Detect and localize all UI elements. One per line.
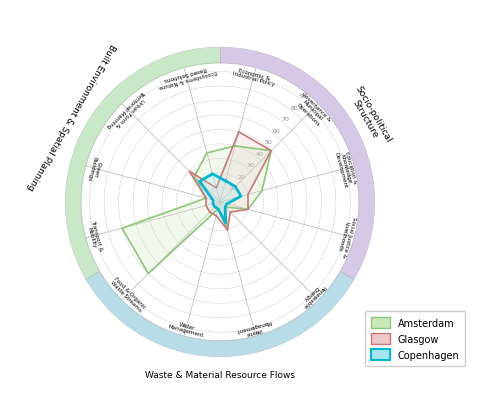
Polygon shape (220, 48, 375, 280)
Text: Socio-political
Structure: Socio-political Structure (346, 84, 394, 149)
Text: Renewable
Energy: Renewable Energy (298, 280, 326, 309)
Text: Transport &
Mobility: Transport & Mobility (85, 219, 103, 253)
Text: Food & Organic
Waste Streams: Food & Organic Waste Streams (109, 276, 146, 313)
Polygon shape (190, 133, 271, 230)
Text: Green
Buildings: Green Buildings (86, 155, 102, 182)
Polygon shape (65, 48, 220, 280)
Text: Waste
Management: Waste Management (235, 318, 273, 338)
Text: Social Justice &
Livelihoods: Social Justice & Livelihoods (336, 214, 356, 258)
Text: Urban Form &
Territorial Planning: Urban Form & Territorial Planning (106, 89, 150, 132)
Text: Governance &
Municipal
Operations: Governance & Municipal Operations (292, 91, 332, 130)
Polygon shape (122, 147, 271, 274)
Text: Water
Management: Water Management (168, 318, 205, 338)
Text: Waste & Material Resource Flows: Waste & Material Resource Flows (145, 370, 295, 379)
Polygon shape (200, 174, 241, 223)
Text: Education &
Knowledge
Development: Education & Knowledge Development (334, 149, 358, 189)
Text: Economic &
Industrial Policy: Economic & Industrial Policy (232, 66, 276, 87)
Text: Built Environment & Spatial Planning: Built Environment & Spatial Planning (25, 42, 116, 191)
Text: Ecosystems & Nature-
Based Solutions: Ecosystems & Nature- Based Solutions (156, 64, 217, 90)
Polygon shape (86, 272, 354, 357)
Legend: Amsterdam, Glasgow, Copenhagen: Amsterdam, Glasgow, Copenhagen (365, 311, 466, 366)
